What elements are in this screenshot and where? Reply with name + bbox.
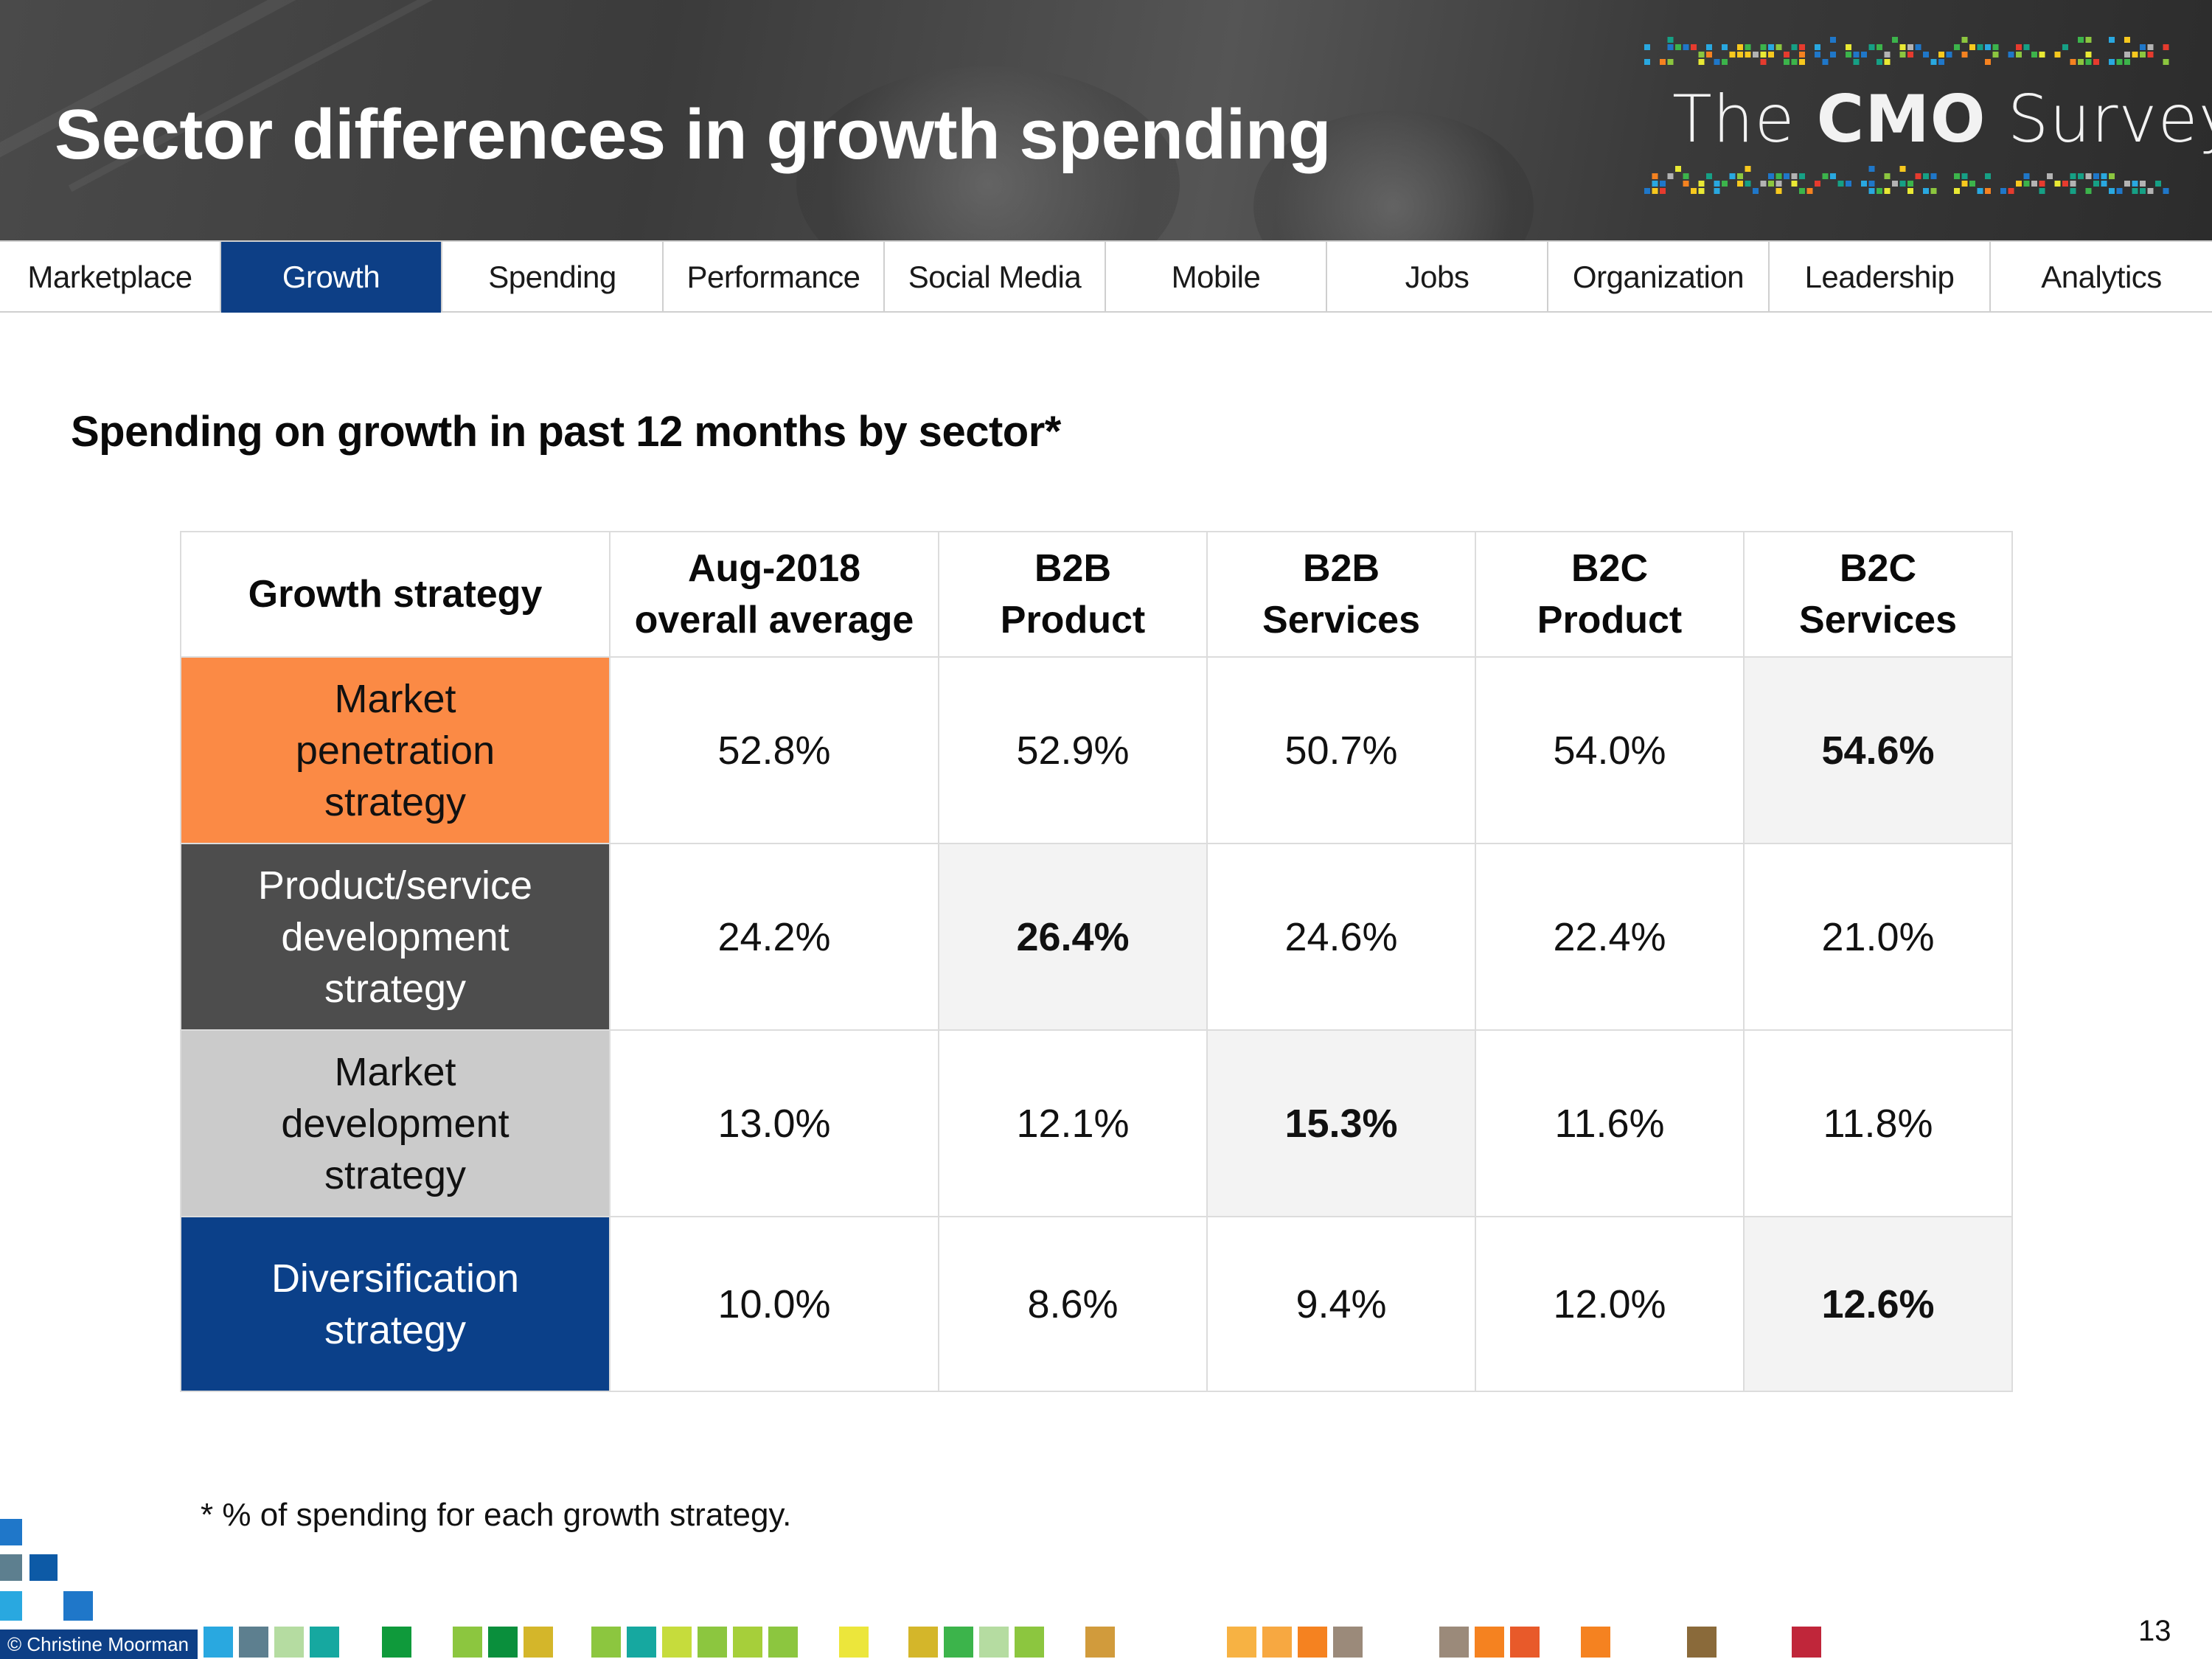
footer-square (310, 1627, 339, 1658)
table-cell: 11.6% (1475, 1029, 1745, 1217)
footer-square (1333, 1627, 1363, 1658)
column-header: Growth strategy (180, 531, 611, 658)
footer-square (944, 1627, 973, 1658)
footer-square (1475, 1627, 1504, 1658)
footer-square (662, 1627, 692, 1658)
growth-spending-table: Growth strategy Aug-2018 overall average … (180, 531, 2013, 1392)
table-cell: 11.8% (1743, 1029, 2013, 1217)
row-label-market-penetration: Market penetration strategy (180, 656, 611, 844)
footer-square (453, 1627, 482, 1658)
tab-leadership[interactable]: Leadership (1770, 242, 1991, 313)
footer-square (0, 1519, 22, 1545)
row-label-product-service-development: Product/service development strategy (180, 843, 611, 1031)
footer-square (239, 1627, 268, 1658)
footer-square (591, 1627, 621, 1658)
footer-square (29, 1554, 58, 1581)
tab-jobs[interactable]: Jobs (1327, 242, 1548, 313)
footer-square (1510, 1627, 1540, 1658)
footer-square (1298, 1627, 1327, 1658)
copyright-label: © Christine Moorman (0, 1630, 198, 1659)
section-nav: Marketplace Growth Spending Performance … (0, 240, 2212, 313)
footer-square (1581, 1627, 1610, 1658)
column-header: Aug-2018 overall average (609, 531, 939, 658)
table-cell: 10.0% (609, 1216, 939, 1392)
footer-square (733, 1627, 762, 1658)
page-title: Sector differences in growth spending (55, 95, 1332, 174)
table-cell-highlight: 15.3% (1206, 1029, 1476, 1217)
footer-square (0, 1591, 22, 1621)
column-header: B2B Services (1206, 531, 1476, 658)
table-cell: 52.8% (609, 656, 939, 844)
footer-square (0, 1554, 22, 1581)
table-cell-highlight: 26.4% (938, 843, 1208, 1031)
table-cell: 13.0% (609, 1029, 939, 1217)
footer-square (488, 1627, 518, 1658)
tab-marketplace[interactable]: Marketplace (0, 242, 221, 313)
footer-square (1085, 1627, 1115, 1658)
page-number: 13 (2138, 1615, 2171, 1647)
logo-pixel-band-top (1644, 37, 2169, 65)
table-header-row: Growth strategy Aug-2018 overall average … (180, 531, 2013, 658)
footer-square (1792, 1627, 1821, 1658)
column-header: B2C Services (1743, 531, 2013, 658)
footer-square (1262, 1627, 1292, 1658)
table-cell: 12.0% (1475, 1216, 1745, 1392)
footer-square (627, 1627, 656, 1658)
table-cell: 21.0% (1743, 843, 2013, 1031)
footer-square (204, 1627, 233, 1658)
footer-square (979, 1627, 1009, 1658)
table-row: Market penetration strategy 52.8% 52.9% 50… (180, 656, 2013, 844)
footer-square (1687, 1627, 1717, 1658)
footer-square (1439, 1627, 1469, 1658)
logo-wordmark: The CMO Survey (1672, 81, 2212, 157)
footer-square (839, 1627, 869, 1658)
tab-growth[interactable]: Growth (221, 242, 442, 313)
table-cell: 8.6% (938, 1216, 1208, 1392)
table-row: Market development strategy 13.0% 12.1% 15… (180, 1029, 2013, 1217)
column-header: B2B Product (938, 531, 1208, 658)
tab-organization[interactable]: Organization (1548, 242, 1770, 313)
row-label-market-development: Market development strategy (180, 1029, 611, 1217)
table-cell: 54.0% (1475, 656, 1745, 844)
table-row: Product/service development strategy 24.2%… (180, 843, 2013, 1031)
footer-square (274, 1627, 304, 1658)
tab-mobile[interactable]: Mobile (1106, 242, 1327, 313)
table-row: Diversification strategy 10.0% 8.6% 9.4% … (180, 1216, 2013, 1392)
footer-square (382, 1627, 411, 1658)
column-header: B2C Product (1475, 531, 1745, 658)
logo-pixel-band-bottom (1644, 166, 2169, 194)
footer-square (768, 1627, 798, 1658)
table-title: Spending on growth in past 12 months by … (71, 408, 1061, 456)
table-cell: 24.2% (609, 843, 939, 1031)
row-label-diversification: Diversification strategy (180, 1216, 611, 1392)
table-cell-highlight: 12.6% (1743, 1216, 2013, 1392)
footer-square (908, 1627, 938, 1658)
table-cell-highlight: 54.6% (1743, 656, 2013, 844)
table-cell: 24.6% (1206, 843, 1476, 1031)
table-cell: 22.4% (1475, 843, 1745, 1031)
footer-square (63, 1591, 93, 1621)
footer-square (524, 1627, 553, 1658)
table-cell: 12.1% (938, 1029, 1208, 1217)
header-banner (0, 0, 2212, 240)
cmo-survey-logo (1644, 37, 2169, 194)
footer-square (698, 1627, 727, 1658)
footer-square (1015, 1627, 1044, 1658)
tab-social-media[interactable]: Social Media (885, 242, 1106, 313)
tab-spending[interactable]: Spending (442, 242, 664, 313)
tab-performance[interactable]: Performance (664, 242, 885, 313)
footnote: * % of spending for each growth strategy… (201, 1497, 792, 1533)
table-cell: 52.9% (938, 656, 1208, 844)
table-cell: 50.7% (1206, 656, 1476, 844)
table-cell: 9.4% (1206, 1216, 1476, 1392)
tab-analytics[interactable]: Analytics (2041, 260, 2162, 294)
footer-square (1227, 1627, 1256, 1658)
